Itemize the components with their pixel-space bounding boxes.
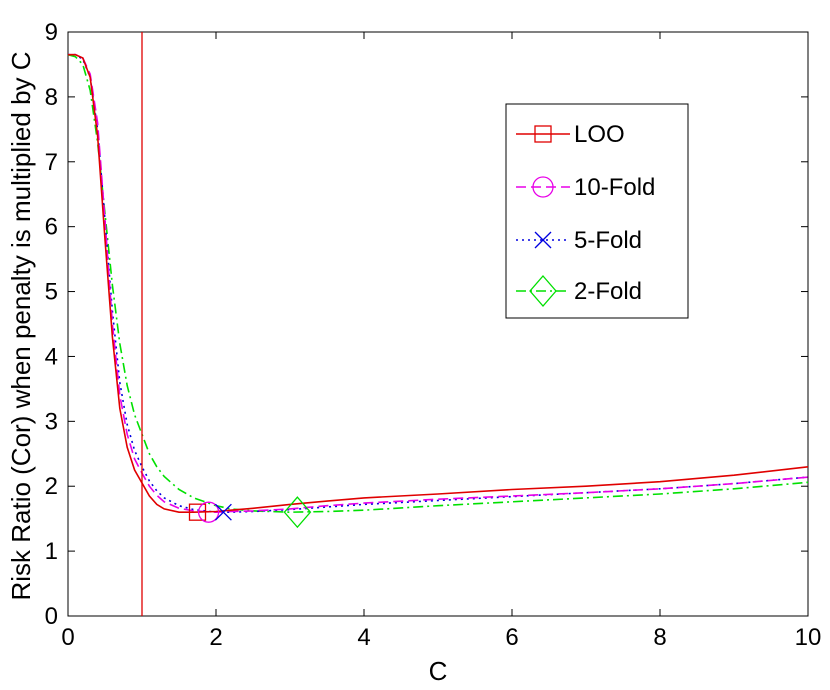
marker-2-fold [283,496,312,529]
legend-item-5-fold: 5-Fold [516,227,642,254]
y-tick-label: 9 [45,19,58,46]
series-line-5-fold [68,53,809,514]
x-tick-label: 0 [61,624,74,651]
marker-10-fold [197,501,220,523]
legend-item-loo: LOO [516,121,625,148]
y-tick-label: 4 [45,343,58,370]
marker-loo [188,503,207,521]
marker-layer [188,496,312,529]
y-tick-label: 5 [45,279,58,306]
legend-item-2-fold: 2-Fold [516,275,642,307]
legend-label: 2-Fold [574,278,642,305]
y-tick-label: 0 [45,603,58,630]
legend-marker [532,176,554,198]
y-tick-label: 6 [45,214,58,241]
legend-marker [534,231,552,249]
x-tick-label: 8 [653,624,666,651]
x-tick-label: 4 [357,624,370,651]
legend-item-10-fold: 10-Fold [516,174,655,201]
y-tick-label: 2 [45,473,58,500]
legend-marker [529,275,557,307]
series-line-loo [68,53,809,514]
legend: LOO 10-Fold 5-Fold 2-Fold [505,103,689,319]
series-line-10-fold [68,53,809,514]
x-tick-label: 6 [505,624,518,651]
legend-label: 10-Fold [574,174,655,201]
y-tick-label: 3 [45,408,58,435]
y-tick-label: 1 [45,538,58,565]
x-axis-label: C [429,656,448,686]
legend-label: LOO [574,121,625,148]
series-layer [67,53,809,514]
plot-area [67,31,809,617]
series-line-2-fold [67,53,809,514]
marker-5-fold [214,503,232,521]
y-tick-label: 8 [45,84,58,111]
legend-marker [534,125,552,143]
tick-layer: 0 2 4 6 8 10 0 1 2 3 4 5 6 7 8 9 [45,19,822,651]
legend-box [505,103,689,319]
x-tick-label: 10 [795,624,822,651]
y-tick-label: 7 [45,149,58,176]
y-axis-label: Risk Ratio (Cor) when penalty is multipl… [6,51,36,600]
legend-label: 5-Fold [574,227,642,254]
x-tick-label: 2 [209,624,222,651]
